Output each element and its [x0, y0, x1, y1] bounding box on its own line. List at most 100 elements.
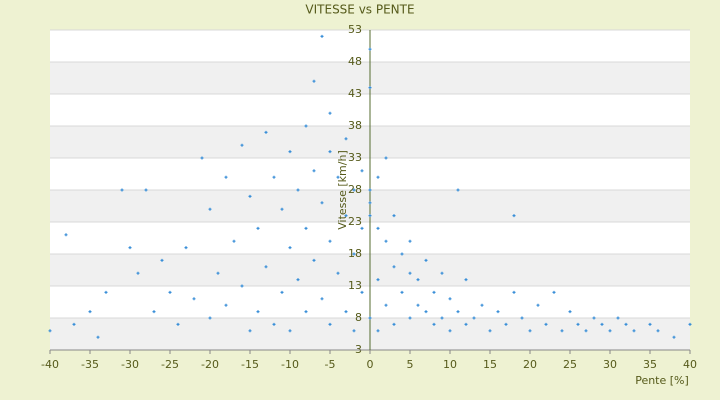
point — [488, 329, 492, 333]
point — [240, 143, 244, 147]
point — [552, 290, 556, 294]
point — [408, 271, 412, 275]
point — [560, 329, 564, 333]
point — [384, 239, 388, 243]
point — [224, 303, 228, 307]
point — [464, 322, 468, 326]
point — [512, 290, 516, 294]
point — [600, 322, 604, 326]
point — [344, 214, 348, 218]
point — [88, 310, 92, 314]
x-tick-label: 5 — [407, 358, 414, 371]
point — [288, 329, 292, 333]
point — [448, 329, 452, 333]
point — [280, 207, 284, 211]
point — [240, 284, 244, 288]
point — [320, 34, 324, 38]
point — [256, 226, 260, 230]
point — [264, 265, 268, 269]
point — [456, 310, 460, 314]
y-tick-label: 33 — [348, 151, 362, 164]
point — [328, 111, 332, 115]
point — [184, 246, 188, 250]
point — [200, 156, 204, 160]
point — [512, 214, 516, 218]
y-tick-label: 8 — [355, 311, 362, 324]
point — [272, 175, 276, 179]
point — [648, 322, 652, 326]
point — [368, 188, 372, 192]
point — [328, 150, 332, 154]
chart-title: VITESSE vs PENTE — [305, 3, 414, 17]
y-tick-label: 23 — [348, 215, 362, 228]
point — [192, 297, 196, 301]
point — [440, 316, 444, 320]
point — [392, 214, 396, 218]
point — [408, 239, 412, 243]
x-tick-label: -25 — [161, 358, 179, 371]
point — [360, 290, 364, 294]
point — [352, 252, 356, 256]
point — [272, 322, 276, 326]
x-axis-label: Pente [%] — [635, 374, 689, 387]
point — [328, 322, 332, 326]
point — [336, 175, 340, 179]
point — [416, 278, 420, 282]
point — [368, 47, 372, 51]
point — [248, 329, 252, 333]
point — [320, 201, 324, 205]
point — [576, 322, 580, 326]
x-tick-label: 30 — [603, 358, 617, 371]
point — [480, 303, 484, 307]
point — [424, 310, 428, 314]
y-tick-label: 43 — [348, 87, 362, 100]
point — [416, 303, 420, 307]
x-tick-label: -5 — [325, 358, 336, 371]
x-tick-label: -30 — [121, 358, 139, 371]
point — [672, 335, 676, 339]
x-tick-label: -35 — [81, 358, 99, 371]
point — [264, 130, 268, 134]
point — [608, 329, 612, 333]
point — [72, 322, 76, 326]
point — [280, 290, 284, 294]
x-tick-label: 20 — [523, 358, 537, 371]
point — [128, 246, 132, 250]
y-tick-label: 38 — [348, 119, 362, 132]
point — [152, 310, 156, 314]
x-tick-label: -15 — [241, 358, 259, 371]
point — [136, 271, 140, 275]
x-tick-label: 35 — [643, 358, 657, 371]
point — [384, 156, 388, 160]
point — [208, 316, 212, 320]
point — [296, 278, 300, 282]
point — [392, 322, 396, 326]
x-tick-label: 0 — [367, 358, 374, 371]
point — [288, 246, 292, 250]
point — [400, 290, 404, 294]
point — [424, 258, 428, 262]
point — [256, 310, 260, 314]
point — [224, 175, 228, 179]
point — [456, 188, 460, 192]
point — [312, 169, 316, 173]
point — [368, 214, 372, 218]
point — [376, 278, 380, 282]
point — [96, 335, 100, 339]
point — [376, 329, 380, 333]
point — [248, 194, 252, 198]
point — [232, 239, 236, 243]
point — [536, 303, 540, 307]
point — [168, 290, 172, 294]
point — [472, 316, 476, 320]
point — [104, 290, 108, 294]
point — [376, 175, 380, 179]
point — [64, 233, 68, 237]
x-tick-label: 10 — [443, 358, 457, 371]
point — [120, 188, 124, 192]
point — [216, 271, 220, 275]
point — [632, 329, 636, 333]
point — [296, 188, 300, 192]
x-tick-label: 15 — [483, 358, 497, 371]
